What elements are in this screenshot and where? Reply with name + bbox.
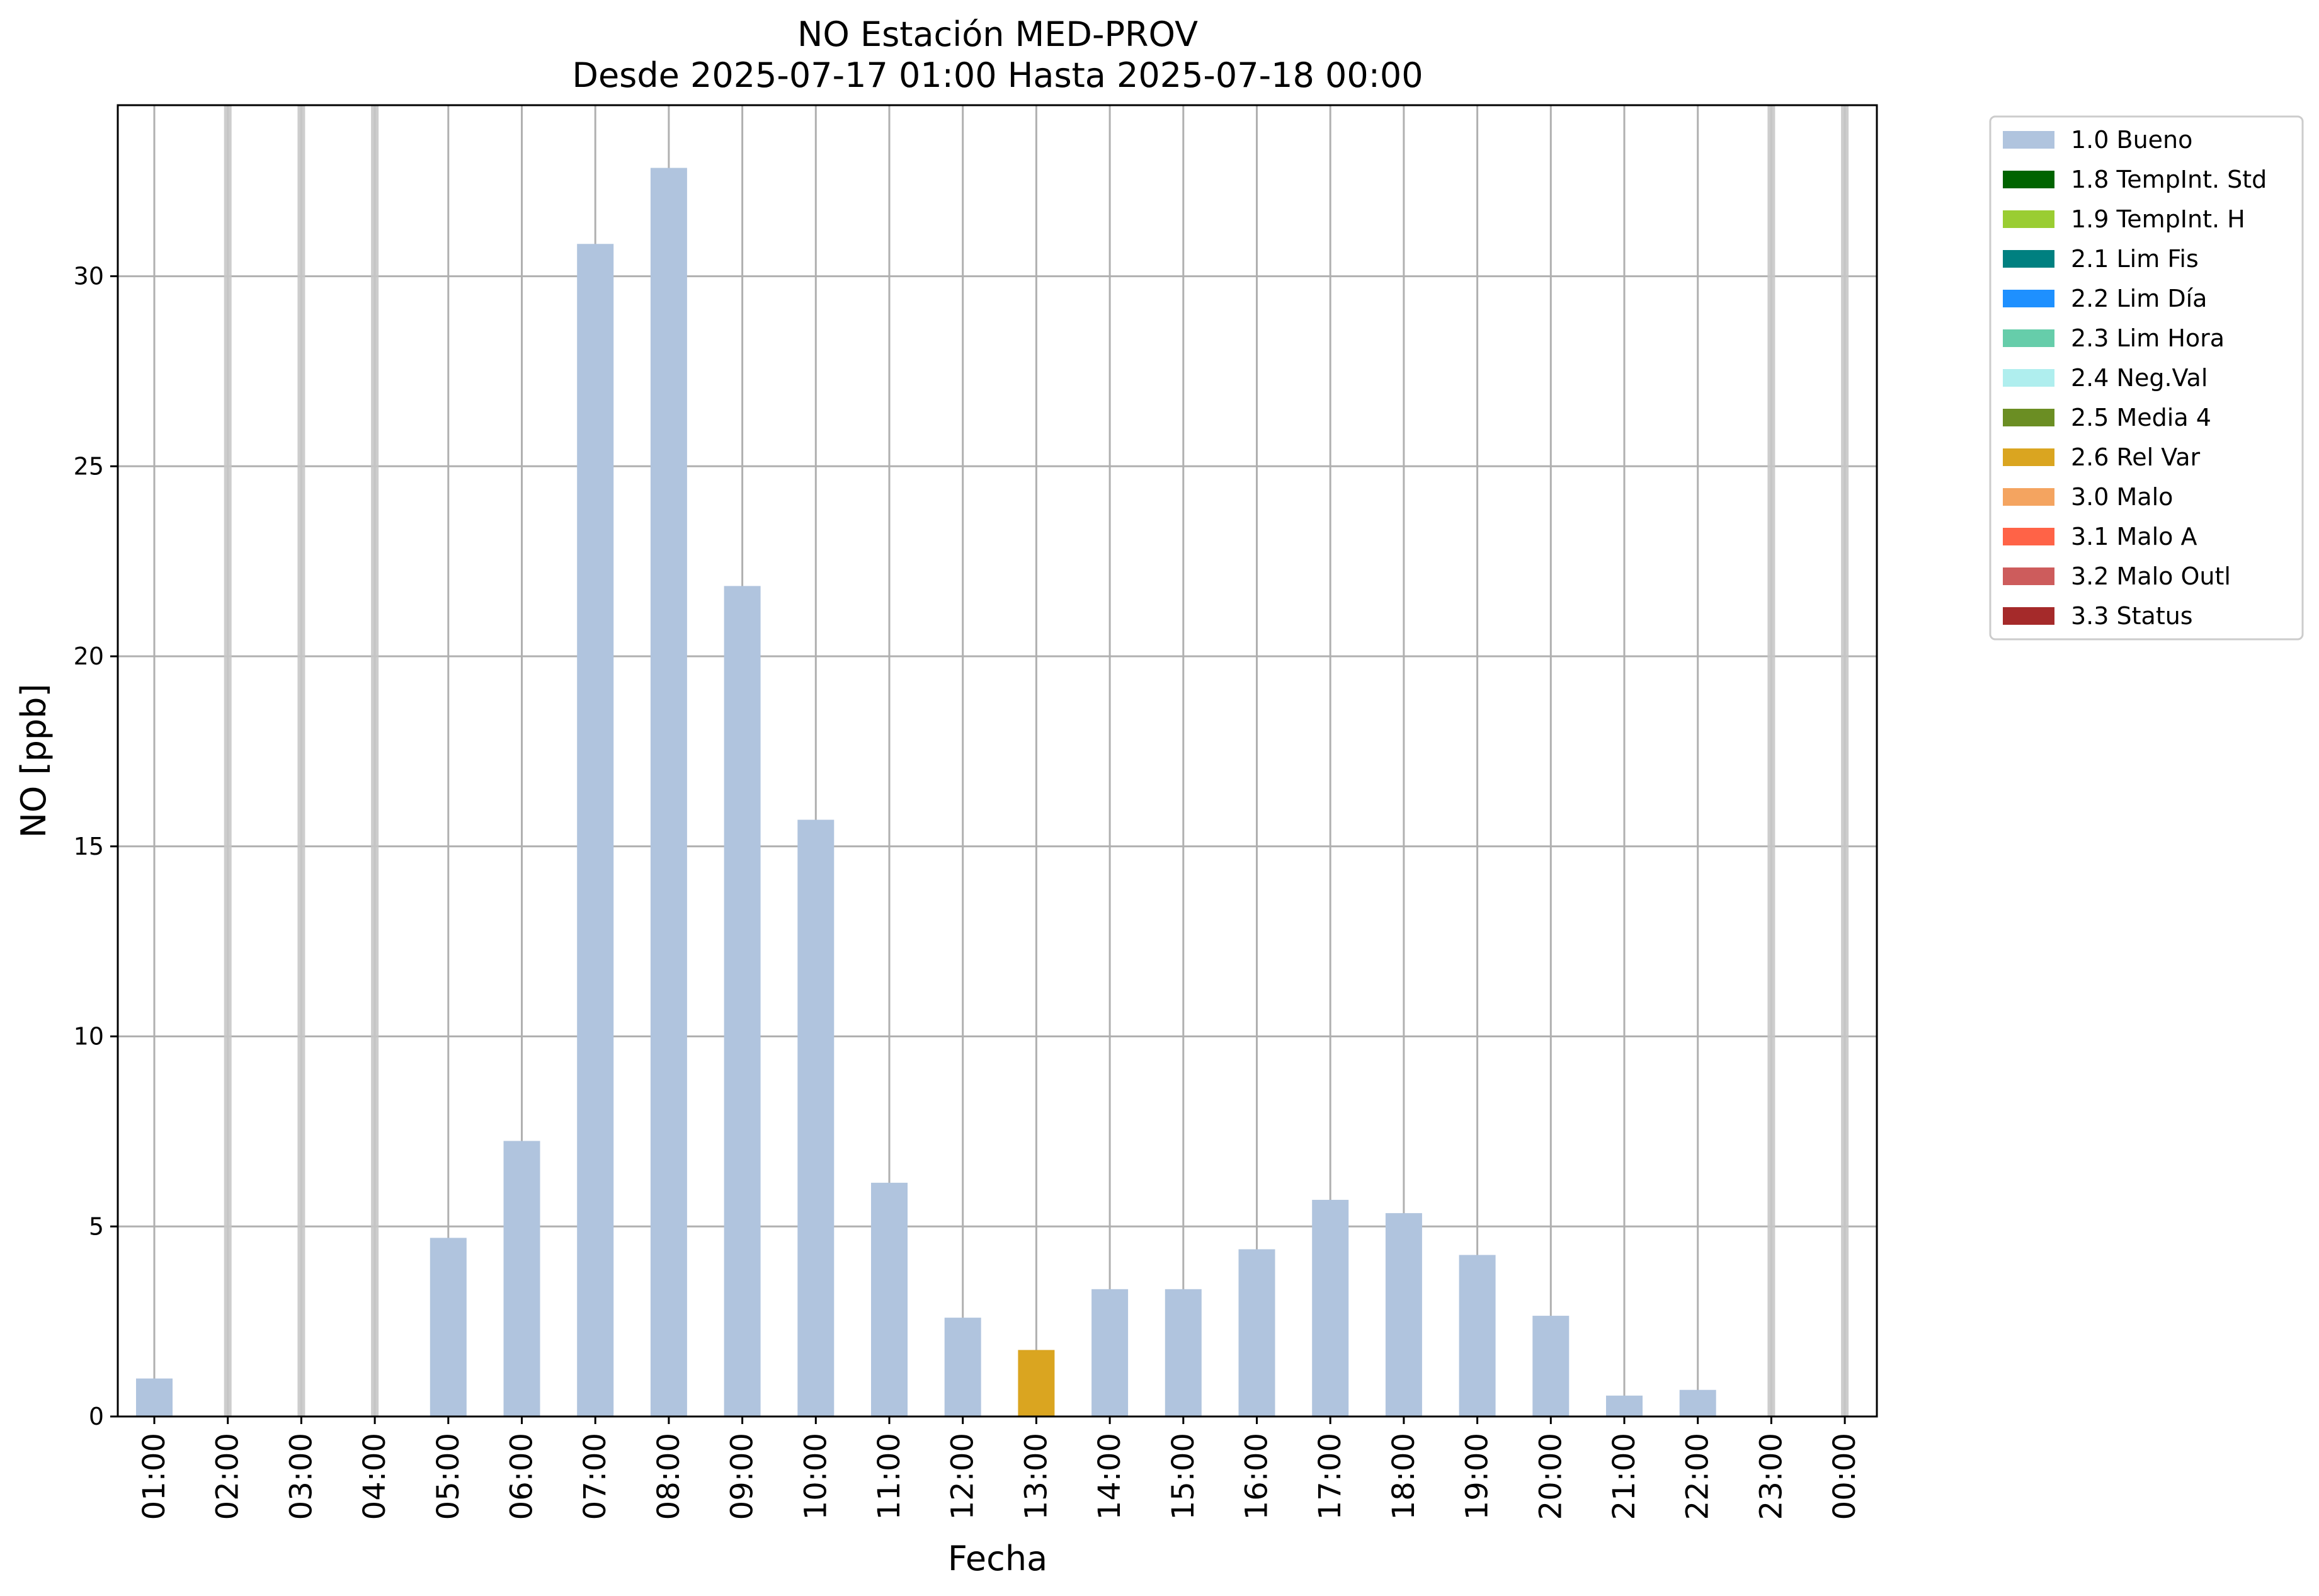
x-tick-label: 15:00 [1166, 1433, 1201, 1520]
missing-data-marker [224, 105, 232, 1416]
legend-swatch [2003, 567, 2054, 585]
bar [1091, 1289, 1129, 1416]
bar [1385, 1213, 1422, 1416]
legend-swatch [2003, 488, 2054, 506]
x-tick-label: 05:00 [431, 1433, 466, 1520]
x-tick-label: 18:00 [1386, 1433, 1422, 1520]
bar [1312, 1200, 1349, 1416]
legend-swatch [2003, 131, 2054, 149]
legend-swatch [2003, 607, 2054, 625]
x-tick-label: 11:00 [872, 1433, 907, 1520]
x-tick-label: 23:00 [1753, 1433, 1789, 1520]
legend-swatch [2003, 369, 2054, 387]
bar [136, 1378, 173, 1416]
x-tick-label: 20:00 [1533, 1433, 1568, 1520]
x-tick-label: 21:00 [1607, 1433, 1642, 1520]
y-tick-label: 25 [74, 452, 104, 480]
legend-label: 2.1 Lim Fis [2071, 245, 2199, 273]
missing-data-marker [371, 105, 379, 1416]
bar [1459, 1255, 1496, 1416]
bar [503, 1141, 540, 1416]
y-tick-label: 0 [89, 1403, 104, 1430]
plot-area-frame [117, 104, 1878, 1418]
x-tick-label: 16:00 [1239, 1433, 1275, 1520]
legend-label: 2.4 Neg.Val [2071, 364, 2208, 392]
x-tick-label: 02:00 [210, 1433, 246, 1520]
legend-label: 1.9 TempInt. H [2071, 205, 2245, 233]
legend-frame [1989, 115, 2304, 641]
y-tick-label: 30 [74, 263, 104, 290]
bar [724, 586, 761, 1416]
legend-label: 3.0 Malo [2071, 483, 2173, 511]
bar [430, 1238, 467, 1416]
chart-title: NO Estación MED-PROV [797, 14, 1198, 54]
x-tick-label: 19:00 [1460, 1433, 1495, 1520]
x-tick-label: 00:00 [1827, 1433, 1862, 1520]
grid-layer [118, 105, 1877, 1418]
legend-label: 2.2 Lim Día [2071, 285, 2207, 312]
missing-data-marker [297, 105, 305, 1416]
x-tick-label: 22:00 [1680, 1433, 1716, 1520]
legend-label: 1.0 Bueno [2071, 126, 2192, 154]
legend-swatch [2003, 290, 2054, 307]
bar [1018, 1350, 1055, 1416]
legend-label: 3.1 Malo A [2071, 523, 2197, 550]
bars-layer [136, 168, 1716, 1417]
y-tick-label: 15 [74, 833, 104, 860]
x-tick-label: 17:00 [1313, 1433, 1348, 1520]
bar [1606, 1395, 1643, 1416]
x-tick-label: 12:00 [945, 1433, 981, 1520]
x-tick-label: 08:00 [651, 1433, 687, 1520]
legend-swatch [2003, 409, 2054, 426]
x-ticks: 01:00 02:00 03:00 04:00 05:00 06:00 07:00 08:00… [137, 1416, 1862, 1520]
chart-subtitle: Desde 2025-07-17 01:00 Hasta 2025-07-18 … [572, 55, 1423, 95]
bar [1532, 1316, 1570, 1416]
bar [944, 1318, 981, 1416]
legend-label: 3.3 Status [2071, 602, 2193, 630]
legend: 1.0 Bueno 1.8 TempInt. Std 1.9 TempInt. H 2… [1989, 115, 2304, 641]
legend-label: 2.3 Lim Hora [2071, 324, 2225, 352]
x-tick-label: 01:00 [137, 1433, 172, 1520]
x-tick-label: 04:00 [357, 1433, 392, 1520]
y-axis-label: NO [ppb] [14, 683, 54, 838]
bar [1238, 1249, 1275, 1416]
x-tick-label: 10:00 [798, 1433, 833, 1520]
missing-markers [224, 105, 1849, 1416]
legend-swatch [2003, 250, 2054, 268]
legend-items: 1.0 Bueno 1.8 TempInt. Std 1.9 TempInt. H 2… [2003, 126, 2267, 630]
legend-swatch [2003, 171, 2054, 188]
bar [871, 1182, 908, 1416]
bar [797, 819, 835, 1416]
legend-label: 2.5 Media 4 [2071, 404, 2211, 431]
y-tick-label: 20 [74, 642, 104, 670]
x-tick-label: 13:00 [1018, 1433, 1054, 1520]
missing-data-marker [1841, 105, 1849, 1416]
x-tick-label: 14:00 [1092, 1433, 1127, 1520]
legend-label: 2.6 Rel Var [2071, 443, 2201, 471]
bar [577, 244, 614, 1417]
bar [1165, 1289, 1202, 1416]
x-tick-label: 07:00 [578, 1433, 613, 1520]
x-tick-label: 09:00 [725, 1433, 760, 1520]
legend-label: 1.8 TempInt. Std [2071, 166, 2267, 193]
y-tick-label: 5 [89, 1212, 104, 1240]
legend-swatch [2003, 448, 2054, 466]
x-axis-label: Fecha [948, 1539, 1047, 1578]
legend-label: 3.2 Malo Outl [2071, 562, 2231, 590]
y-tick-label: 10 [74, 1023, 104, 1051]
bar [1679, 1389, 1716, 1416]
x-tick-label: 06:00 [504, 1433, 540, 1520]
missing-data-marker [1767, 105, 1775, 1416]
legend-swatch [2003, 329, 2054, 347]
legend-swatch [2003, 528, 2054, 545]
x-tick-label: 03:00 [283, 1433, 319, 1520]
y-ticks: 0 5 10 15 20 25 30 [74, 263, 118, 1430]
legend-swatch [2003, 210, 2054, 228]
bar [650, 168, 687, 1416]
